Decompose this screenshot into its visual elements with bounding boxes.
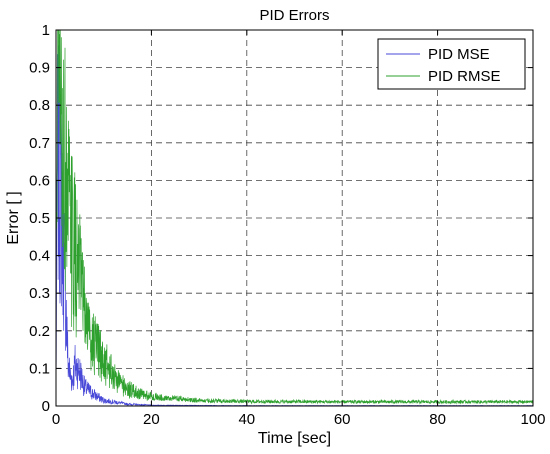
ticks: 0 20 40 60 80 100 0 0.1 0.2 0.3 0.4 0.5 0.6 0.7 0.8 0.9… bbox=[29, 22, 545, 428]
plot-area bbox=[56, 30, 533, 406]
y-tick-label: 0 bbox=[42, 398, 50, 415]
legend-box bbox=[377, 38, 526, 90]
x-tick-label: 0 bbox=[52, 411, 60, 428]
y-tick-label: 0.2 bbox=[29, 323, 50, 340]
series-line-2 bbox=[55, 29, 534, 405]
x-tick-label: 100 bbox=[520, 411, 545, 428]
x-tick-label: 80 bbox=[429, 411, 446, 428]
x-tick-label: 60 bbox=[334, 411, 351, 428]
y-tick-label: 0.6 bbox=[29, 172, 50, 189]
y-tick-label: 0.5 bbox=[29, 210, 50, 227]
legend: PID MSE PID RMSE bbox=[377, 38, 526, 90]
y-tick-label: 0.4 bbox=[29, 248, 50, 265]
y-tick-label: 0.1 bbox=[29, 360, 50, 377]
y-tick-label: 0.9 bbox=[29, 60, 50, 77]
y-tick-label: 0.3 bbox=[29, 285, 50, 302]
legend-label-2: PID RMSE bbox=[428, 68, 501, 85]
legend-label-1: PID MSE bbox=[428, 46, 490, 63]
y-axis-label: Error [ ] bbox=[5, 191, 22, 244]
x-tick-label: 40 bbox=[238, 411, 255, 428]
chart-title: PID Errors bbox=[259, 7, 329, 24]
x-axis-label: Time [sec] bbox=[258, 430, 331, 447]
y-tick-label: 0.7 bbox=[29, 135, 50, 152]
y-tick-label: 1 bbox=[42, 22, 50, 39]
y-tick-label: 0.8 bbox=[29, 97, 50, 114]
x-tick-label: 20 bbox=[143, 411, 160, 428]
grid bbox=[56, 30, 533, 406]
